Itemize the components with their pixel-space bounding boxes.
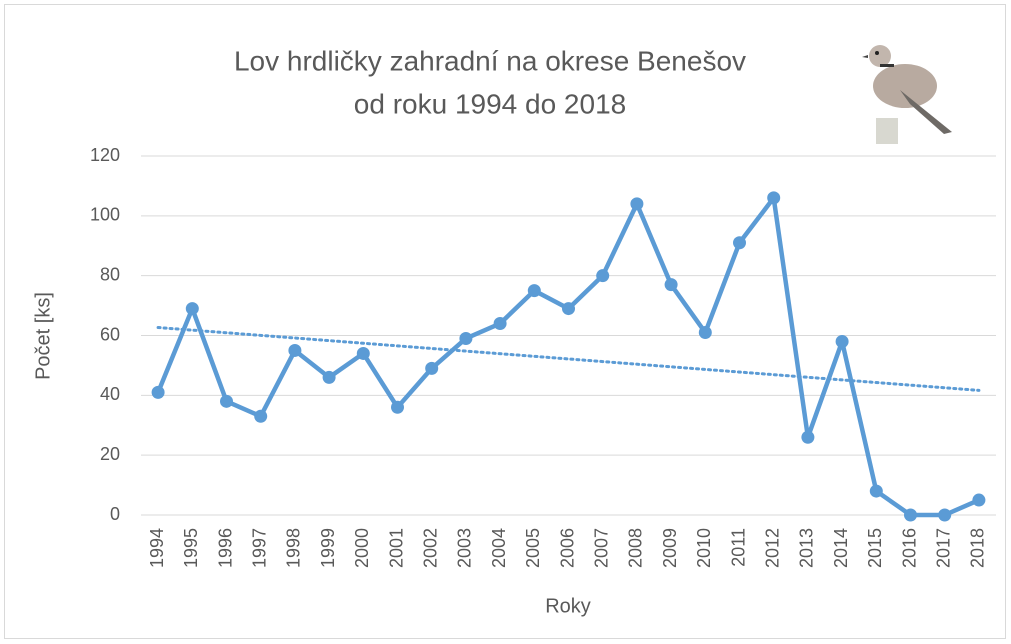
data-point (904, 509, 917, 522)
y-tick-label: 80 (100, 264, 120, 284)
data-point (391, 401, 404, 414)
data-point (323, 371, 336, 384)
y-tick-label: 0 (110, 504, 120, 524)
data-point (254, 410, 267, 423)
data-point (596, 269, 609, 282)
x-tick-label: 2012 (762, 528, 782, 568)
x-tick-label: 2014 (831, 528, 851, 568)
y-tick-label: 20 (100, 444, 120, 464)
x-tick-label: 2005 (523, 528, 543, 568)
x-tick-label: 1995 (181, 528, 201, 568)
data-point (288, 344, 301, 357)
data-point (562, 302, 575, 315)
x-tick-label: 2002 (420, 528, 440, 568)
x-tick-label: 1996 (215, 528, 235, 568)
x-tick-label: 1994 (147, 528, 167, 568)
x-tick-label: 2008 (626, 528, 646, 568)
data-point (836, 335, 849, 348)
data-point (767, 191, 780, 204)
data-point (152, 386, 165, 399)
x-tick-label: 2001 (386, 528, 406, 568)
y-tick-label: 60 (100, 324, 120, 344)
y-tick-label: 40 (100, 384, 120, 404)
y-axis-label: Počet [ks] (32, 292, 54, 380)
x-tick-label: 2016 (899, 528, 919, 568)
x-tick-label: 2011 (728, 528, 748, 567)
x-tick-label: 2010 (694, 528, 714, 568)
data-point (425, 362, 438, 375)
x-tick-label: 2015 (865, 528, 885, 568)
x-tick-label: 2004 (489, 528, 509, 568)
data-point (630, 197, 643, 210)
data-point (733, 236, 746, 249)
data-point (220, 395, 233, 408)
x-tick-label: 1999 (318, 528, 338, 568)
x-tick-label: 2009 (660, 528, 680, 568)
data-point (186, 302, 199, 315)
y-tick-label: 120 (90, 145, 120, 165)
data-point (938, 509, 951, 522)
x-tick-label: 2006 (557, 528, 577, 568)
x-axis-label: Roky (545, 595, 591, 617)
chart: Lov hrdličky zahradní na okrese Benešov … (0, 0, 1011, 644)
x-tick-label: 2017 (933, 528, 953, 568)
x-tick-label: 1997 (249, 528, 269, 568)
x-tick-label: 1998 (284, 528, 304, 568)
data-point (801, 431, 814, 444)
y-tick-label: 100 (90, 205, 120, 225)
data-point (972, 494, 985, 507)
x-tick-label: 2007 (591, 528, 611, 568)
data-point (870, 485, 883, 498)
chart-title: Lov hrdličky zahradní na okrese Benešov (234, 45, 746, 76)
data-point (459, 332, 472, 345)
x-tick-label: 2003 (455, 528, 475, 568)
x-tick-label: 2000 (352, 528, 372, 568)
data-point (357, 347, 370, 360)
data-point (665, 278, 678, 291)
data-point (528, 284, 541, 297)
x-tick-label: 2018 (968, 528, 988, 568)
x-tick-label: 2013 (797, 528, 817, 568)
data-point (699, 326, 712, 339)
data-point (494, 317, 507, 330)
chart-title: od roku 1994 do 2018 (354, 88, 626, 119)
